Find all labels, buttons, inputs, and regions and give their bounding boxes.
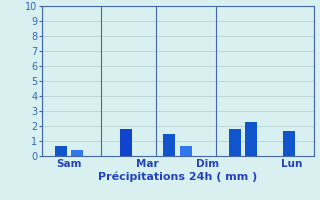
Bar xyxy=(245,121,257,156)
Bar xyxy=(283,130,295,156)
Bar xyxy=(229,129,241,156)
X-axis label: Précipitations 24h ( mm ): Précipitations 24h ( mm ) xyxy=(98,172,257,182)
Bar xyxy=(71,150,83,156)
Bar xyxy=(180,146,192,156)
Bar xyxy=(164,134,175,156)
Bar xyxy=(55,146,67,156)
Bar xyxy=(120,129,132,156)
